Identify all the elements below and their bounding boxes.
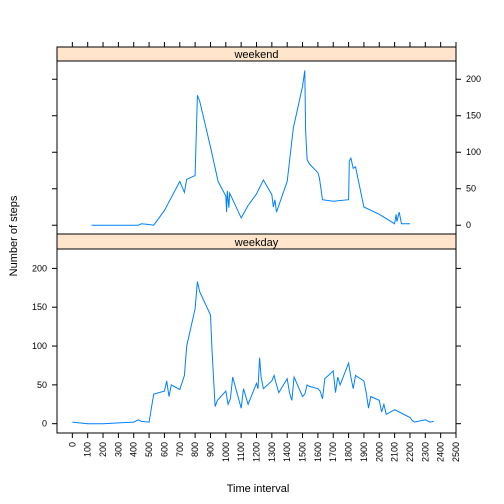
- x-tick-label: 2100: [390, 442, 400, 462]
- x-tick-label: 2000: [374, 442, 384, 462]
- y-tick-label: 0: [42, 419, 47, 429]
- x-axis: 0 100 200 300 400 500 600 700 800 900 1000 1100 1200…: [67, 433, 461, 462]
- x-tick-label: 1300: [267, 442, 277, 462]
- x-tick-label: 1000: [221, 442, 231, 462]
- x-tick-label: 2400: [436, 442, 446, 462]
- y-tick-label: 150: [466, 111, 481, 121]
- strip-label-weekend: weekend: [233, 49, 278, 61]
- y-tick-label: 200: [32, 263, 47, 273]
- x-tick-label: 800: [190, 442, 200, 457]
- panel-frame-weekday: [56, 248, 457, 434]
- x-tick-label: 1900: [359, 442, 369, 462]
- x-tick-label: 1400: [282, 442, 292, 462]
- y-axis-title: Number of steps: [8, 195, 20, 276]
- x-tick-label: 2200: [405, 442, 415, 462]
- y-tick-label: 0: [466, 220, 471, 230]
- panels-group: weekend 0 50 100 150 200 weekday 0 50 100 150 200: [32, 42, 481, 434]
- y-tick-label: 50: [37, 380, 47, 390]
- panel-frame-weekend: [56, 60, 457, 235]
- x-tick-label: 1100: [236, 442, 246, 461]
- x-tick-label: 1800: [344, 442, 354, 462]
- strip-label-weekday: weekday: [234, 237, 279, 249]
- y-tick-label: 150: [32, 302, 47, 312]
- x-tick-label: 2300: [420, 442, 430, 462]
- x-tick-label: 2500: [451, 442, 461, 462]
- x-tick-label: 700: [175, 442, 185, 457]
- x-axis-title: Time interval: [227, 483, 290, 495]
- series-line-weekday: [72, 281, 434, 425]
- y-tick-label: 100: [466, 147, 481, 157]
- x-tick-label: 600: [159, 442, 169, 457]
- panel-weekday: weekday 0 50 100 150 200: [32, 233, 461, 434]
- x-tick-label: 400: [129, 442, 139, 457]
- x-tick-label: 1600: [313, 442, 323, 462]
- x-tick-label: 1700: [328, 442, 338, 462]
- x-tick-label: 900: [205, 442, 215, 457]
- x-tick-label: 100: [83, 442, 93, 457]
- x-tick-label: 500: [144, 442, 154, 457]
- x-tick-label: 0: [67, 442, 77, 447]
- series-line-weekend: [91, 70, 410, 226]
- y-tick-label: 50: [466, 184, 476, 194]
- x-tick-label: 300: [113, 442, 123, 457]
- panel-weekend: weekend 0 50 100 150 200: [52, 42, 481, 235]
- y-tick-label: 200: [466, 74, 481, 84]
- x-tick-label: 1500: [298, 442, 308, 462]
- x-tick-label: 200: [98, 442, 108, 457]
- x-tick-label: 1200: [252, 442, 262, 462]
- y-tick-label: 100: [32, 341, 47, 351]
